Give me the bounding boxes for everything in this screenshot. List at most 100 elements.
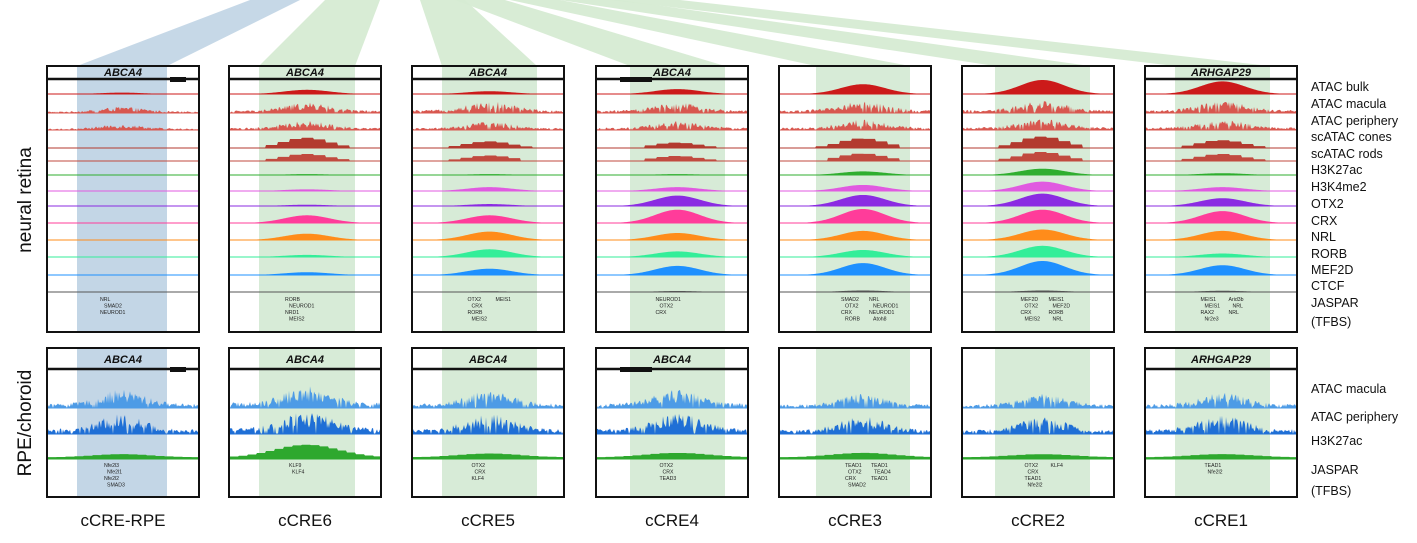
gene-label: ABCA4 xyxy=(468,67,507,79)
track-neural-10 xyxy=(597,251,747,257)
track-neural-11 xyxy=(780,263,930,275)
track-neural-10 xyxy=(1146,253,1296,257)
panel-cCRE4: ABCA4ABCA4NEUROD1OTX2CRXOTX2CRXTEAD3cCRE… xyxy=(595,65,749,530)
track-rpe-2 xyxy=(413,453,563,459)
track-neural-9 xyxy=(1146,230,1296,240)
track-neural-4 xyxy=(597,156,747,161)
tfbs-label: KLF9 xyxy=(289,463,302,469)
tfbs-label: SMAD2 xyxy=(848,483,866,489)
track-rpe-0 xyxy=(48,389,198,408)
track-rpe-1 xyxy=(48,414,198,434)
tfbs-label: CRX xyxy=(475,470,486,476)
track-neural-7 xyxy=(963,193,1113,206)
track-neural-4 xyxy=(780,153,930,161)
panel-cCRE3: SMAD2OTX2CRXRORBNRLNEUROD1NEUROD1Atoh8TE… xyxy=(778,65,932,530)
track-neural-3 xyxy=(1146,140,1296,148)
tfbs-label: CRX xyxy=(472,304,483,310)
track-neural-10 xyxy=(413,249,563,257)
track-neural-7 xyxy=(780,194,930,206)
tfbs-label: CRX xyxy=(1028,470,1039,476)
track-neural-3 xyxy=(230,137,380,148)
gene-label: ABCA4 xyxy=(285,67,324,79)
tfbs-label: RORB xyxy=(468,310,484,316)
track-label: ATAC macula xyxy=(1311,97,1386,111)
track-neural-9 xyxy=(413,231,563,240)
track-neural-0 xyxy=(230,89,380,94)
tfbs-label: OTX2 xyxy=(472,463,486,469)
track-neural-11 xyxy=(1146,265,1296,275)
tfbs-label: TEAD4 xyxy=(874,470,891,476)
zoom-connector xyxy=(560,0,1090,66)
track-neural-10 xyxy=(230,254,380,257)
tfbs-label: Arid3b xyxy=(1229,297,1244,303)
panel-frame xyxy=(1144,65,1298,333)
track-rpe-2 xyxy=(1146,454,1296,459)
tfbs-label: OTX2 xyxy=(468,297,482,303)
panel-frame xyxy=(228,347,382,498)
track-neural-2 xyxy=(413,122,563,130)
panel-frame xyxy=(778,347,932,498)
track-rpe-2 xyxy=(597,452,747,459)
tfbs-label: RORB xyxy=(285,297,301,303)
track-label: ATAC bulk xyxy=(1311,80,1370,94)
track-label: CRX xyxy=(1311,214,1338,228)
tfbs-label: Nfe2l2 xyxy=(1208,470,1223,476)
highlight-band xyxy=(442,348,537,497)
track-neural-3 xyxy=(597,142,747,148)
tfbs-label: NEUROD1 xyxy=(873,304,898,310)
track-rpe-0 xyxy=(963,393,1113,408)
panel-frame xyxy=(1144,347,1298,498)
zoom-connector xyxy=(259,0,380,66)
zoom-connector xyxy=(455,0,725,66)
track-neural-6 xyxy=(413,187,563,191)
tfbs-label: NEUROD1 xyxy=(289,304,314,310)
track-label: RORB xyxy=(1311,247,1347,261)
track-neural-11 xyxy=(597,265,747,275)
tfbs-label: SMAD2 xyxy=(104,304,122,310)
tfbs-label: MEIS2 xyxy=(289,317,305,323)
gene-label: ABCA4 xyxy=(285,354,324,366)
track-rpe-0 xyxy=(1146,392,1296,408)
panel-frame xyxy=(595,347,749,498)
tfbs-label: NRL xyxy=(1233,304,1243,310)
panel-cCRE1: ARHGAP29ARHGAP29MEIS1MEIS1RAX2Nr2e3Arid3… xyxy=(1144,65,1298,530)
panel-label-cCRE1: cCRE1 xyxy=(1194,511,1248,530)
track-neural-7 xyxy=(1146,198,1296,206)
track-neural-9 xyxy=(230,233,380,240)
tfbs-label: MEF2D xyxy=(1021,297,1039,303)
track-neural-10 xyxy=(963,245,1113,257)
track-neural-0 xyxy=(1146,81,1296,94)
track-neural-9 xyxy=(780,230,930,240)
track-neural-0 xyxy=(48,92,198,94)
exon xyxy=(170,367,186,372)
track-neural-2 xyxy=(230,121,380,130)
track-label: MEF2D xyxy=(1311,263,1353,277)
track-rpe-1 xyxy=(780,417,930,434)
track-rpe-1 xyxy=(230,413,380,434)
track-rpe-1 xyxy=(413,414,563,434)
zoom-connector xyxy=(77,0,300,66)
track-neural-1 xyxy=(597,103,747,113)
panel-frame xyxy=(411,65,565,333)
panel-cCRE5: ABCA4ABCA4OTX2CRXRORBMEIS2MEIS1OTX2CRXKL… xyxy=(411,65,565,530)
tfbs-label: Nfe2l2 xyxy=(1028,483,1043,489)
tfbs-label: OTX2 xyxy=(1025,463,1039,469)
tfbs-label: MEIS2 xyxy=(1025,317,1041,323)
gene-label: ARHGAP29 xyxy=(1190,67,1252,79)
gene-label: ARHGAP29 xyxy=(1190,354,1252,366)
track-neural-8 xyxy=(597,209,747,223)
track-neural-3 xyxy=(413,141,563,148)
highlight-band xyxy=(630,348,725,497)
tfbs-label: OTX2 xyxy=(660,463,674,469)
tfbs-label: OTX2 xyxy=(660,304,674,310)
section-labels: neural retina RPE/choroid xyxy=(15,147,36,477)
gene-label: ABCA4 xyxy=(103,354,142,366)
panel-label-cCRE2: cCRE2 xyxy=(1011,511,1065,530)
panel-frame xyxy=(411,347,565,498)
track-label: ATAC periphery xyxy=(1311,114,1399,128)
zoom-connectors xyxy=(77,0,1270,66)
tfbs-label: KLF4 xyxy=(1051,463,1064,469)
track-neural-7 xyxy=(597,195,747,206)
track-neural-1 xyxy=(48,106,198,113)
panel-label-cCRE-RPE: cCRE-RPE xyxy=(80,511,165,530)
